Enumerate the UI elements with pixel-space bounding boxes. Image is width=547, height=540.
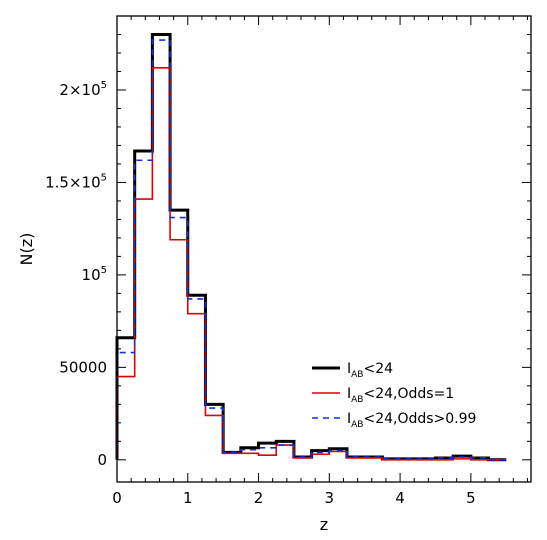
legend-label-0: IAB<24 [347, 361, 393, 380]
y-tick-label: 50000 [59, 358, 107, 376]
x-tick-label: 5 [466, 489, 476, 507]
y-tick-label: 0 [97, 451, 107, 469]
x-tick-label: 3 [325, 489, 335, 507]
y-tick-label: 105 [82, 265, 107, 284]
legend-label-2: IAB<24,Odds>0.99 [347, 411, 476, 430]
series-line-2 [116, 39, 507, 461]
ticks-layer: 0 1 2 3 4 5 0 50000 105 1.5×105 2×105 [45, 16, 531, 507]
y-axis-title: N(z) [17, 233, 36, 266]
series-layer [115, 32, 507, 462]
x-tick-label: 0 [112, 489, 122, 507]
plot-frame [116, 15, 532, 483]
x-tick-label: 4 [395, 489, 405, 507]
legend: IAB<24 IAB<24,Odds=1 IAB<24,Odds>0.99 [312, 361, 476, 430]
x-tick-label: 2 [254, 489, 264, 507]
y-tick-label: 1.5×105 [45, 172, 107, 191]
legend-label-1: IAB<24,Odds=1 [347, 386, 454, 405]
y-tick-label: 2×105 [59, 80, 107, 99]
x-tick-label: 1 [183, 489, 193, 507]
x-axis-title: z [320, 515, 328, 534]
